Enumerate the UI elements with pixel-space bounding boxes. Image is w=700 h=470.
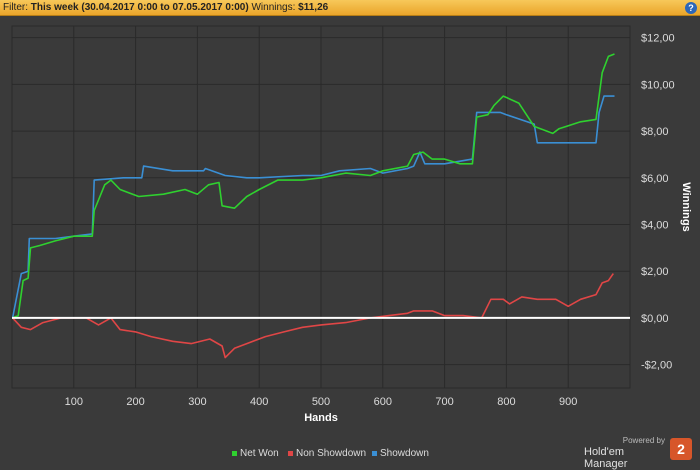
x-tick-label: 500	[312, 396, 330, 408]
legend-item-net-won[interactable]: Net Won	[232, 448, 279, 459]
powered-by-text: Powered by	[622, 436, 665, 445]
series-line-net-won	[12, 53, 615, 319]
x-tick-label: 700	[435, 396, 453, 408]
y-tick-label: $10,00	[641, 79, 675, 91]
y-tick-label: $12,00	[641, 33, 675, 45]
y-tick-label: $6,00	[641, 173, 669, 185]
x-tick-label: 600	[374, 396, 392, 408]
brand-name: Hold'em Manager	[584, 446, 628, 470]
x-tick-label: 200	[126, 396, 144, 408]
x-tick-label: 800	[497, 396, 515, 408]
winnings-label: Winnings:	[251, 2, 296, 13]
legend-swatch-showdown	[372, 451, 377, 456]
legend-item-non-showdown[interactable]: Non Showdown	[288, 448, 366, 459]
winnings-value: $11,26	[298, 2, 329, 13]
x-axis-label: Hands	[304, 412, 338, 424]
legend-label-net-won: Net Won	[240, 448, 279, 459]
legend-label-showdown: Showdown	[380, 448, 429, 459]
y-tick-label: $8,00	[641, 126, 669, 138]
legend-swatch-non-showdown	[288, 451, 293, 456]
y-tick-label: $2,00	[641, 266, 669, 278]
y-axis-label: Winnings	[680, 182, 692, 231]
legend-swatch-net-won	[232, 451, 237, 456]
y-tick-label: -$2,00	[641, 360, 672, 372]
chart-legend: Net Won Non Showdown Showdown	[0, 448, 700, 460]
holdem-manager-logo: Powered by Hold'em Manager 2	[584, 436, 696, 470]
filter-range: This week (30.04.2017 0:00 to 07.05.2017…	[30, 2, 249, 13]
series-line-non-showdown	[12, 273, 614, 359]
legend-item-showdown[interactable]: Showdown	[372, 448, 429, 459]
filter-prefix: Filter:	[3, 2, 28, 13]
series-line-showdown	[11, 95, 615, 319]
brand-badge-icon: 2	[670, 438, 692, 460]
x-tick-label: 300	[188, 396, 206, 408]
filter-bar: Filter: This week (30.04.2017 0:00 to 07…	[0, 0, 700, 16]
legend-label-non-showdown: Non Showdown	[296, 448, 367, 459]
y-tick-label: $4,00	[641, 220, 669, 232]
x-tick-label: 900	[559, 396, 577, 408]
x-tick-label: 100	[65, 396, 83, 408]
y-tick-label: $0,00	[641, 313, 669, 325]
help-icon[interactable]: ?	[685, 2, 697, 14]
winnings-chart: 100 200 300 400 500 600 700 800 900 -$2,00 $0,00 $2…	[11, 25, 692, 424]
x-tick-label: 400	[250, 396, 268, 408]
